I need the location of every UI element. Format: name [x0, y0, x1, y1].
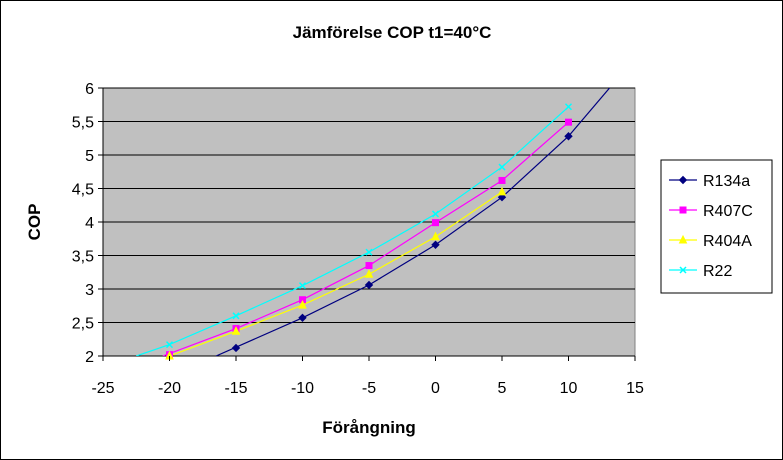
legend: R134a R407C R404A R22	[660, 159, 773, 294]
tick-labels: 2 2,5 3 3,5 4 4,5 5 5,5 6 -25 -20 -15 -10 -5 0 5 10 15	[72, 81, 644, 397]
point-r134a-4	[431, 240, 440, 249]
point-r134a-3	[364, 280, 374, 290]
legend-marker-r404a	[678, 234, 688, 244]
point-r22-4	[431, 210, 440, 218]
x-tick-label-3: -10	[291, 380, 314, 397]
y-tick-label-6: 5	[85, 148, 94, 165]
point-r134a-1	[231, 343, 241, 353]
legend-marker-r134a	[678, 175, 688, 185]
point-r407c-6	[565, 118, 572, 126]
legend-box	[660, 159, 773, 294]
x-tick-label-2: -15	[224, 380, 247, 397]
y-tick-label-3: 3,5	[72, 249, 94, 266]
y-tick-label-0: 2	[85, 349, 94, 366]
point-r404a-4	[431, 231, 440, 241]
x-tick-label-5: 0	[431, 380, 440, 397]
point-r22-1	[232, 312, 240, 320]
point-r134a-2	[298, 313, 307, 323]
x-tick-label-1: -20	[158, 380, 181, 397]
legend-label-r134a: R134a	[703, 173, 750, 190]
y-tick-label-7: 5,5	[72, 115, 94, 132]
x-tick-label-7: 10	[560, 380, 578, 397]
point-r407c-3	[365, 262, 373, 270]
y-tick-label-2: 3	[85, 282, 94, 299]
point-r404a-5	[497, 186, 507, 196]
point-r404a-3	[364, 269, 374, 278]
series-markers	[165, 103, 573, 360]
point-r404a-1	[231, 326, 241, 335]
series-line-r22	[136, 106, 569, 356]
x-tick-label-0: -25	[91, 380, 114, 397]
point-r404a-2	[298, 299, 307, 309]
legend-marker-r22	[679, 266, 687, 274]
chart-title: Jämförelse COP t1=40°C	[293, 23, 492, 42]
point-r407c-5	[498, 176, 506, 184]
y-axis-title: COP	[25, 204, 44, 241]
point-r22-5	[498, 163, 506, 171]
x-tick-label-8: 15	[626, 380, 644, 397]
series-line-r404a	[169, 191, 503, 356]
legend-label-r404a: R404A	[703, 233, 752, 250]
y-tick-label-1: 2,5	[72, 316, 94, 333]
legend-label-r22: R22	[703, 263, 732, 280]
x-tick-label-6: 5	[498, 380, 507, 397]
point-r22-2	[298, 282, 307, 290]
legend-marker-r407c	[679, 206, 687, 214]
point-r22-3	[365, 248, 373, 256]
y-tick-label-4: 4	[85, 215, 94, 232]
legend-label-r407c: R407C	[703, 203, 753, 220]
y-tick-label-5: 4,5	[72, 182, 94, 199]
point-r134a-6	[564, 132, 573, 141]
point-r22-0	[165, 341, 174, 349]
x-axis-title: Förångning	[322, 418, 415, 437]
point-r22-6	[564, 103, 573, 111]
x-tick-label-4: -5	[362, 380, 376, 397]
point-r134a-5	[497, 193, 507, 202]
point-r407c-4	[432, 219, 439, 227]
y-tick-label-8: 6	[85, 81, 94, 98]
